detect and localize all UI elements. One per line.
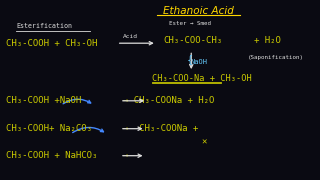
- Text: CH₃-COO-CH₃: CH₃-COO-CH₃: [163, 36, 222, 45]
- Text: ✕: ✕: [202, 138, 207, 147]
- Text: CH₃-COOH + NaHCO₃: CH₃-COOH + NaHCO₃: [6, 151, 98, 160]
- Text: (Saponification): (Saponification): [248, 55, 304, 60]
- Text: {: {: [187, 54, 193, 64]
- Text: CH₃-COOH+ Na₂CO₃: CH₃-COOH+ Na₂CO₃: [6, 124, 92, 133]
- Text: CH₃-COO-Na + CH₃-OH: CH₃-COO-Na + CH₃-OH: [152, 74, 252, 83]
- Text: + H₂O: + H₂O: [254, 36, 281, 45]
- Text: CH₃-COOH +NaOH: CH₃-COOH +NaOH: [6, 96, 82, 105]
- Text: Ethanoic Acid: Ethanoic Acid: [163, 6, 234, 16]
- Text: NaOH: NaOH: [191, 59, 208, 65]
- Text: →: →: [123, 151, 129, 160]
- Text: Esterification: Esterification: [16, 23, 72, 29]
- FancyArrowPatch shape: [63, 99, 91, 104]
- Text: → CH₃-COONa + H₂O: → CH₃-COONa + H₂O: [123, 96, 214, 105]
- Text: →  CH₃-COONa +: → CH₃-COONa +: [123, 124, 198, 133]
- Text: Ester → Smed: Ester → Smed: [170, 21, 212, 26]
- FancyArrowPatch shape: [73, 127, 103, 133]
- Text: CH₃-COOH + CH₃-OH: CH₃-COOH + CH₃-OH: [6, 39, 98, 48]
- Text: Acid: Acid: [123, 34, 138, 39]
